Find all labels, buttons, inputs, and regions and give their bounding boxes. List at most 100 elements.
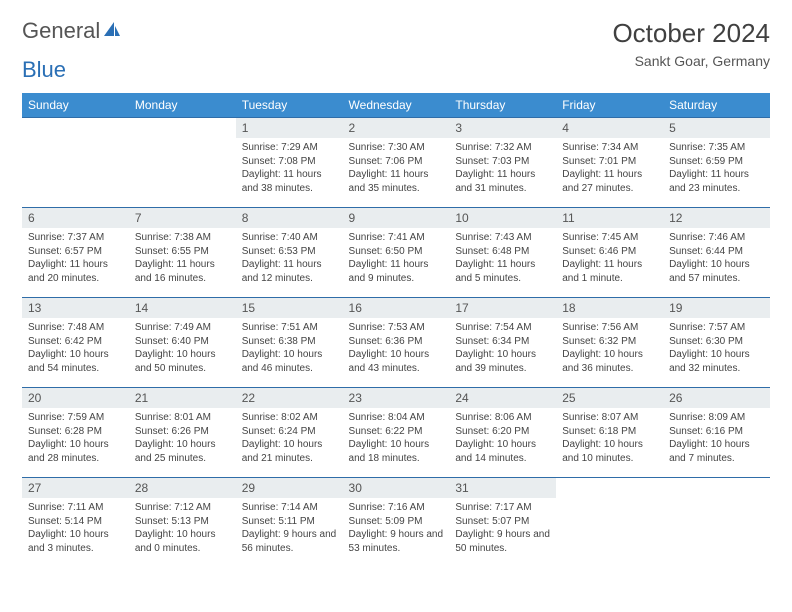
day-details: Sunrise: 7:34 AMSunset: 7:01 PMDaylight:…	[556, 138, 663, 199]
day-details: Sunrise: 7:40 AMSunset: 6:53 PMDaylight:…	[236, 228, 343, 289]
location-label: Sankt Goar, Germany	[612, 53, 770, 69]
day-details: Sunrise: 7:57 AMSunset: 6:30 PMDaylight:…	[663, 318, 770, 379]
day-number: 3	[449, 118, 556, 138]
weekday-header: Thursday	[449, 93, 556, 118]
day-details: Sunrise: 8:01 AMSunset: 6:26 PMDaylight:…	[129, 408, 236, 469]
day-details: Sunrise: 8:06 AMSunset: 6:20 PMDaylight:…	[449, 408, 556, 469]
calendar-cell: 8Sunrise: 7:40 AMSunset: 6:53 PMDaylight…	[236, 208, 343, 298]
day-details: Sunrise: 7:59 AMSunset: 6:28 PMDaylight:…	[22, 408, 129, 469]
calendar-cell: 26Sunrise: 8:09 AMSunset: 6:16 PMDayligh…	[663, 388, 770, 478]
calendar-cell: 6Sunrise: 7:37 AMSunset: 6:57 PMDaylight…	[22, 208, 129, 298]
day-number: 12	[663, 208, 770, 228]
calendar-week: 6Sunrise: 7:37 AMSunset: 6:57 PMDaylight…	[22, 208, 770, 298]
calendar-cell: 11Sunrise: 7:45 AMSunset: 6:46 PMDayligh…	[556, 208, 663, 298]
day-number: 24	[449, 388, 556, 408]
calendar-cell: 18Sunrise: 7:56 AMSunset: 6:32 PMDayligh…	[556, 298, 663, 388]
calendar-body: 1Sunrise: 7:29 AMSunset: 7:08 PMDaylight…	[22, 118, 770, 568]
day-number: 16	[343, 298, 450, 318]
calendar-cell: 25Sunrise: 8:07 AMSunset: 6:18 PMDayligh…	[556, 388, 663, 478]
calendar-cell: 27Sunrise: 7:11 AMSunset: 5:14 PMDayligh…	[22, 478, 129, 568]
calendar-cell: 9Sunrise: 7:41 AMSunset: 6:50 PMDaylight…	[343, 208, 450, 298]
calendar-cell: 16Sunrise: 7:53 AMSunset: 6:36 PMDayligh…	[343, 298, 450, 388]
calendar-week: 27Sunrise: 7:11 AMSunset: 5:14 PMDayligh…	[22, 478, 770, 568]
title-block: October 2024 Sankt Goar, Germany	[612, 18, 770, 69]
calendar-cell: 28Sunrise: 7:12 AMSunset: 5:13 PMDayligh…	[129, 478, 236, 568]
day-number: 18	[556, 298, 663, 318]
weekday-header: Monday	[129, 93, 236, 118]
calendar-cell: 10Sunrise: 7:43 AMSunset: 6:48 PMDayligh…	[449, 208, 556, 298]
calendar-cell: 7Sunrise: 7:38 AMSunset: 6:55 PMDaylight…	[129, 208, 236, 298]
day-details: Sunrise: 8:07 AMSunset: 6:18 PMDaylight:…	[556, 408, 663, 469]
day-details: Sunrise: 8:04 AMSunset: 6:22 PMDaylight:…	[343, 408, 450, 469]
day-number: 30	[343, 478, 450, 498]
day-number: 7	[129, 208, 236, 228]
day-number: 17	[449, 298, 556, 318]
logo-text-general: General	[22, 18, 100, 44]
weekday-header: Saturday	[663, 93, 770, 118]
calendar-cell: 1Sunrise: 7:29 AMSunset: 7:08 PMDaylight…	[236, 118, 343, 208]
day-details: Sunrise: 7:49 AMSunset: 6:40 PMDaylight:…	[129, 318, 236, 379]
calendar-cell: 12Sunrise: 7:46 AMSunset: 6:44 PMDayligh…	[663, 208, 770, 298]
calendar-cell: 19Sunrise: 7:57 AMSunset: 6:30 PMDayligh…	[663, 298, 770, 388]
calendar-cell: 23Sunrise: 8:04 AMSunset: 6:22 PMDayligh…	[343, 388, 450, 478]
calendar-cell: 4Sunrise: 7:34 AMSunset: 7:01 PMDaylight…	[556, 118, 663, 208]
day-details: Sunrise: 7:43 AMSunset: 6:48 PMDaylight:…	[449, 228, 556, 289]
day-number: 5	[663, 118, 770, 138]
day-number: 25	[556, 388, 663, 408]
calendar-cell: 17Sunrise: 7:54 AMSunset: 6:34 PMDayligh…	[449, 298, 556, 388]
calendar-cell: 3Sunrise: 7:32 AMSunset: 7:03 PMDaylight…	[449, 118, 556, 208]
calendar-cell: 24Sunrise: 8:06 AMSunset: 6:20 PMDayligh…	[449, 388, 556, 478]
day-number: 10	[449, 208, 556, 228]
calendar-cell: 20Sunrise: 7:59 AMSunset: 6:28 PMDayligh…	[22, 388, 129, 478]
calendar-cell: 29Sunrise: 7:14 AMSunset: 5:11 PMDayligh…	[236, 478, 343, 568]
day-number: 27	[22, 478, 129, 498]
calendar-cell: 13Sunrise: 7:48 AMSunset: 6:42 PMDayligh…	[22, 298, 129, 388]
page-title: October 2024	[612, 18, 770, 49]
day-details: Sunrise: 8:09 AMSunset: 6:16 PMDaylight:…	[663, 408, 770, 469]
calendar-cell: 15Sunrise: 7:51 AMSunset: 6:38 PMDayligh…	[236, 298, 343, 388]
calendar-week: 1Sunrise: 7:29 AMSunset: 7:08 PMDaylight…	[22, 118, 770, 208]
day-number: 19	[663, 298, 770, 318]
day-number: 29	[236, 478, 343, 498]
day-number: 2	[343, 118, 450, 138]
day-details: Sunrise: 7:48 AMSunset: 6:42 PMDaylight:…	[22, 318, 129, 379]
calendar-cell: 31Sunrise: 7:17 AMSunset: 5:07 PMDayligh…	[449, 478, 556, 568]
calendar-week: 20Sunrise: 7:59 AMSunset: 6:28 PMDayligh…	[22, 388, 770, 478]
day-number: 23	[343, 388, 450, 408]
day-number: 4	[556, 118, 663, 138]
calendar-cell	[556, 478, 663, 568]
day-details: Sunrise: 7:14 AMSunset: 5:11 PMDaylight:…	[236, 498, 343, 559]
day-number: 8	[236, 208, 343, 228]
day-details: Sunrise: 7:29 AMSunset: 7:08 PMDaylight:…	[236, 138, 343, 199]
day-details: Sunrise: 7:32 AMSunset: 7:03 PMDaylight:…	[449, 138, 556, 199]
calendar-cell: 14Sunrise: 7:49 AMSunset: 6:40 PMDayligh…	[129, 298, 236, 388]
day-details: Sunrise: 7:16 AMSunset: 5:09 PMDaylight:…	[343, 498, 450, 559]
day-number: 15	[236, 298, 343, 318]
day-number: 6	[22, 208, 129, 228]
day-number: 14	[129, 298, 236, 318]
weekday-header: Friday	[556, 93, 663, 118]
day-details: Sunrise: 7:51 AMSunset: 6:38 PMDaylight:…	[236, 318, 343, 379]
day-number: 31	[449, 478, 556, 498]
day-details: Sunrise: 7:53 AMSunset: 6:36 PMDaylight:…	[343, 318, 450, 379]
calendar-cell: 21Sunrise: 8:01 AMSunset: 6:26 PMDayligh…	[129, 388, 236, 478]
calendar-cell: 22Sunrise: 8:02 AMSunset: 6:24 PMDayligh…	[236, 388, 343, 478]
calendar-cell: 5Sunrise: 7:35 AMSunset: 6:59 PMDaylight…	[663, 118, 770, 208]
day-number: 22	[236, 388, 343, 408]
day-details: Sunrise: 7:45 AMSunset: 6:46 PMDaylight:…	[556, 228, 663, 289]
weekday-header: Tuesday	[236, 93, 343, 118]
day-number: 26	[663, 388, 770, 408]
calendar-cell: 30Sunrise: 7:16 AMSunset: 5:09 PMDayligh…	[343, 478, 450, 568]
day-details: Sunrise: 8:02 AMSunset: 6:24 PMDaylight:…	[236, 408, 343, 469]
day-details: Sunrise: 7:11 AMSunset: 5:14 PMDaylight:…	[22, 498, 129, 559]
day-number: 13	[22, 298, 129, 318]
logo: General	[22, 18, 122, 44]
day-number: 21	[129, 388, 236, 408]
day-details: Sunrise: 7:35 AMSunset: 6:59 PMDaylight:…	[663, 138, 770, 199]
day-details: Sunrise: 7:17 AMSunset: 5:07 PMDaylight:…	[449, 498, 556, 559]
calendar-header-row: SundayMondayTuesdayWednesdayThursdayFrid…	[22, 93, 770, 118]
day-details: Sunrise: 7:54 AMSunset: 6:34 PMDaylight:…	[449, 318, 556, 379]
logo-text-blue: Blue	[22, 57, 66, 83]
calendar-cell	[663, 478, 770, 568]
calendar-cell	[129, 118, 236, 208]
